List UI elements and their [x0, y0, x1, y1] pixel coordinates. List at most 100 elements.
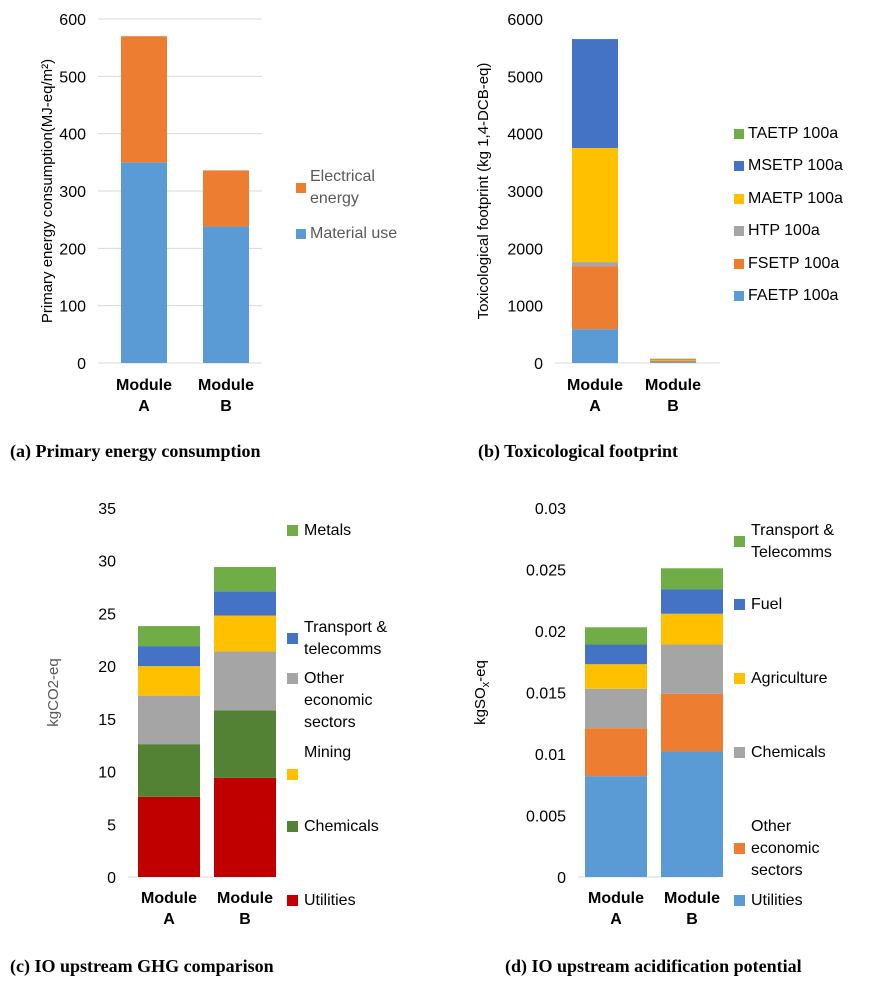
- y-tick-label: 0.025: [526, 563, 566, 580]
- bar-segment-other-economic-sectors: [214, 651, 276, 711]
- legend-swatch: [287, 673, 298, 684]
- bar-segment-mining: [138, 666, 200, 696]
- y-tick-label: 5000: [507, 69, 543, 86]
- y-tick-label: 2000: [507, 241, 543, 258]
- legend-swatch: [734, 226, 744, 236]
- bar-segment-transport-telecomms: [214, 591, 276, 616]
- bar-segment-material-use: [121, 162, 167, 363]
- x-category-label: Module: [588, 890, 644, 907]
- legend-swatch: [734, 843, 745, 854]
- x-category-label: Module: [217, 890, 273, 907]
- legend-label: telecomms: [304, 641, 381, 658]
- bar-segment-msetp-100a: [650, 358, 696, 360]
- legend-swatch: [734, 161, 744, 171]
- bar-segment-faetp-100a: [572, 329, 618, 363]
- legend-label: Agriculture: [751, 670, 828, 687]
- y-tick-label: 4000: [507, 127, 543, 144]
- legend-label: MAETP 100a: [748, 190, 843, 207]
- chart-b: 0 1000 2000 3000 4000 5000 6000 Module A Module B T…: [475, 12, 843, 462]
- bar-segment-msetp-100a: [572, 39, 618, 148]
- legend-label: Utilities: [304, 892, 356, 909]
- y-axis-label: Primary energy consumption(MJ-eq/m²): [39, 59, 56, 323]
- legend-label: sectors: [304, 714, 356, 731]
- bar-segment-utilities: [138, 796, 200, 877]
- y-axis-label: kgSOx-eq: [472, 660, 492, 725]
- y-tick-label: 1000: [507, 299, 543, 316]
- bar-segment-fsetp-100a: [650, 360, 696, 363]
- legend-label: energy: [310, 190, 359, 207]
- legend-label: economic: [751, 840, 819, 857]
- bar-segment-utilities: [214, 777, 276, 877]
- bar-segment-other-economic-sectors: [585, 728, 647, 777]
- legend-label: Electrical: [310, 168, 375, 185]
- y-axis-label: Toxicological footprint (kg 1,4-DCB-eq): [475, 63, 492, 320]
- y-tick-label: 400: [59, 127, 86, 144]
- bar-segment-transport-telecomms: [585, 627, 647, 645]
- legend-label: Other: [304, 670, 345, 687]
- y-tick-label: 20: [98, 659, 116, 676]
- bar-segment-utilities: [585, 776, 647, 877]
- y-tick-label: 300: [59, 184, 86, 201]
- bar-segment-transport-telecomms: [661, 568, 723, 590]
- legend-label: Fuel: [751, 596, 782, 613]
- bar-segment-taetp-100a: [650, 358, 696, 360]
- legend-label: HTP 100a: [748, 222, 820, 239]
- legend-label: Utilities: [751, 892, 803, 909]
- y-tick-label: 100: [59, 299, 86, 316]
- x-category-label: Module: [198, 377, 254, 394]
- bar-segment-chemicals: [138, 744, 200, 797]
- bar-segment-maetp-100a: [572, 148, 618, 263]
- x-category-label: Module: [141, 890, 197, 907]
- bar-segment-faetp-100a: [650, 362, 696, 363]
- legend-label: Other: [751, 818, 792, 835]
- legend-label: Mining: [304, 744, 351, 761]
- y-tick-label: 15: [98, 712, 116, 729]
- y-tick-label: 200: [59, 241, 86, 258]
- legend-label: Metals: [304, 522, 351, 539]
- bar-segment-transport-telecomms: [138, 646, 200, 667]
- bar-segment-chemicals: [585, 688, 647, 729]
- legend-swatch: [734, 291, 744, 301]
- y-tick-label: 0.02: [535, 624, 566, 641]
- legend-label: sectors: [751, 862, 803, 879]
- bar-segment-utilities: [661, 751, 723, 877]
- y-tick-label: 0: [77, 356, 86, 373]
- bar-segment-agriculture: [585, 664, 647, 689]
- x-category-label: B: [220, 398, 232, 415]
- legend-label: economic: [304, 692, 372, 709]
- y-tick-label: 30: [98, 554, 116, 571]
- y-tick-label: 35: [98, 501, 116, 518]
- x-category-label: Module: [567, 377, 623, 394]
- y-tick-label: 10: [98, 765, 116, 782]
- x-category-label: A: [163, 911, 175, 928]
- y-tick-label: 600: [59, 12, 86, 29]
- y-tick-label: 3000: [507, 184, 543, 201]
- bar-segment-maetp-100a: [650, 359, 696, 361]
- legend-label: Chemicals: [304, 818, 379, 835]
- y-tick-label: 25: [98, 606, 116, 623]
- legend-swatch: [734, 259, 744, 269]
- x-category-label: Module: [645, 377, 701, 394]
- bar-segment-htp-100a: [572, 262, 618, 267]
- bar-segment-other-economic-sectors: [661, 693, 723, 752]
- legend-swatch: [296, 229, 306, 239]
- y-tick-label: 500: [59, 69, 86, 86]
- bar-segment-fuel: [585, 644, 647, 665]
- legend-swatch: [734, 194, 744, 204]
- legend-label: FSETP 100a: [748, 255, 839, 272]
- bar-segment-mining: [214, 615, 276, 652]
- y-tick-label: 0.005: [526, 809, 566, 826]
- figure-caption: (a) Primary energy consumption: [10, 441, 260, 462]
- x-category-label: B: [239, 911, 251, 928]
- legend-swatch: [734, 747, 745, 758]
- bar-segment-chemicals: [214, 710, 276, 778]
- x-category-label: Module: [664, 890, 720, 907]
- x-category-label: A: [138, 398, 150, 415]
- y-tick-label: 6000: [507, 12, 543, 29]
- bar-segment-electrical-energy: [121, 36, 167, 163]
- legend-swatch: [287, 525, 298, 536]
- x-category-label: A: [610, 911, 622, 928]
- legend-label: TAETP 100a: [748, 125, 838, 142]
